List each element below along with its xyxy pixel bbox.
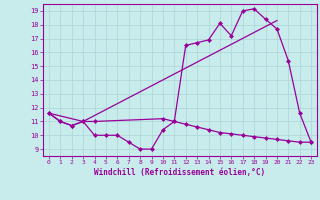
X-axis label: Windchill (Refroidissement éolien,°C): Windchill (Refroidissement éolien,°C): [94, 168, 266, 177]
